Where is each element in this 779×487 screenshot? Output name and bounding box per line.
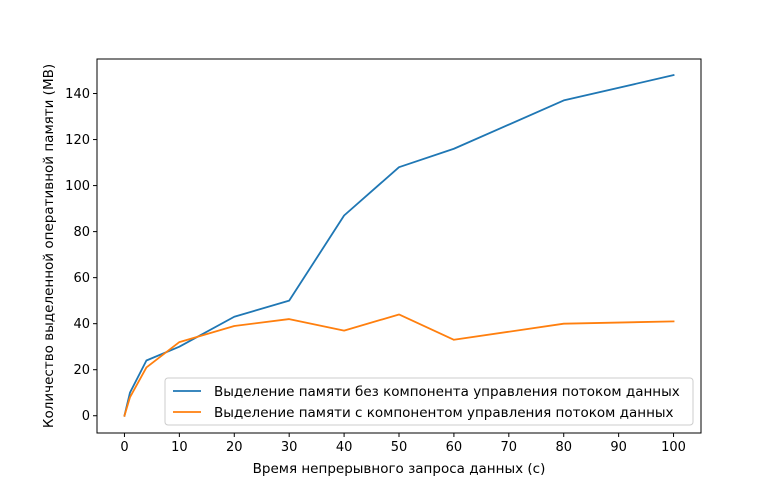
legend: Выделение памяти без компонента управлен… <box>164 377 694 426</box>
y-axis-label: Количество выделенной оперативной памяти… <box>41 64 57 428</box>
x-tick-label: 100 <box>661 440 686 455</box>
y-tick-label: 0 <box>82 409 90 424</box>
x-tick-label: 0 <box>120 440 128 455</box>
y-tick-label: 80 <box>73 225 90 240</box>
x-tick-label: 30 <box>281 440 298 455</box>
x-tick-label: 10 <box>171 440 188 455</box>
legend-label-1: Выделение памяти без компонента управлен… <box>214 384 680 400</box>
series-line-2 <box>123 313 675 417</box>
series-line-1 <box>123 74 675 417</box>
x-tick-label: 80 <box>555 440 572 455</box>
y-tick-label: 120 <box>65 133 90 148</box>
x-tick-label: 20 <box>226 440 243 455</box>
x-tick-label: 40 <box>336 440 353 455</box>
y-tick-label: 100 <box>65 179 90 194</box>
y-tick-label: 60 <box>73 271 90 286</box>
x-axis-label: Время непрерывного запроса данных (с) <box>253 461 546 477</box>
legend-box <box>164 377 694 426</box>
y-tick-label: 140 <box>65 87 90 102</box>
legend-label-2: Выделение памяти с компонентом управлени… <box>214 405 674 421</box>
plot-area: 0 10 20 30 40 50 60 70 80 90 100 0 20 40 60 80 100 120 140 <box>65 58 702 455</box>
y-tick-label: 20 <box>73 363 90 378</box>
x-tick-label: 90 <box>610 440 627 455</box>
y-tick-label: 40 <box>73 317 90 332</box>
x-tick-label: 70 <box>501 440 518 455</box>
x-tick-label: 60 <box>446 440 463 455</box>
x-tick-label: 50 <box>391 440 408 455</box>
